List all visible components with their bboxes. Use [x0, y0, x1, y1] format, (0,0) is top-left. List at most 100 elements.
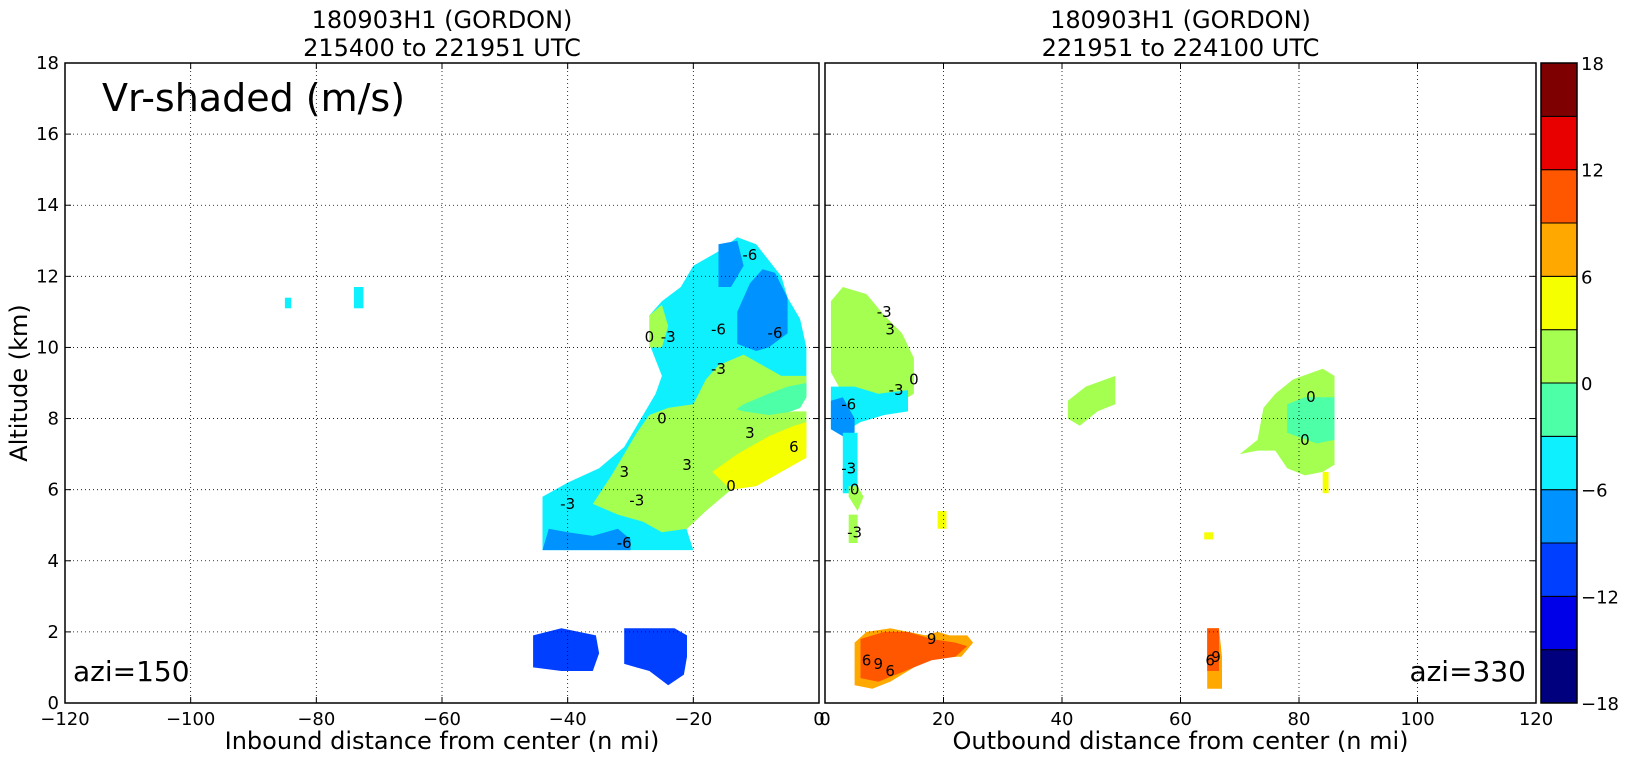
contour-label: 6 — [789, 438, 799, 456]
shaded-region — [718, 240, 744, 287]
contour-label: 0 — [657, 410, 667, 428]
contour-label: 6 — [1205, 651, 1215, 669]
x-tick-label: 120 — [1519, 709, 1553, 730]
colorbar-segment — [1540, 169, 1578, 224]
x-tick-label: 100 — [1400, 709, 1434, 730]
contour-label: 3 — [682, 456, 692, 474]
x-tick-label: 60 — [1169, 709, 1192, 730]
azimuth-annotation: azi=330 — [1409, 655, 1526, 688]
colorbar-segment — [1540, 329, 1578, 384]
x-tick-label: 0 — [819, 709, 830, 730]
contour-label: -6 — [742, 246, 757, 264]
shaded-region — [1239, 368, 1335, 476]
x-tick-label: −100 — [166, 709, 215, 730]
shaded-region — [830, 397, 855, 437]
y-tick-label: 12 — [36, 266, 59, 287]
shaded-region — [830, 287, 914, 405]
contour-label: 9 — [874, 655, 884, 673]
quantity-label: Vr-shaded (m/s) — [102, 76, 405, 120]
y-tick-label: 16 — [36, 124, 59, 145]
contour-label: -3 — [629, 491, 644, 509]
colorbar-segment — [1540, 435, 1578, 491]
y-tick-label: 2 — [48, 622, 59, 643]
y-axis-label: Altitude (km) — [5, 304, 33, 461]
x-tick-label: 20 — [932, 709, 955, 730]
contour-label: 9 — [1211, 648, 1221, 666]
contour-label: 0 — [850, 481, 860, 499]
colorbar-segment — [1540, 649, 1578, 704]
x-tick-label: −40 — [549, 709, 587, 730]
x-tick-label: −120 — [40, 709, 89, 730]
colorbar-segment — [1540, 62, 1578, 117]
contour-label: 3 — [619, 463, 629, 481]
x-axis-label: Inbound distance from center (n mi) — [225, 727, 660, 755]
chart-title: 215400 to 221951 UTC — [303, 34, 581, 62]
shaded-region — [1067, 375, 1116, 426]
contour-label: 3 — [745, 424, 755, 442]
colorbar-tick-label: 6 — [1581, 267, 1592, 288]
contour-label: 6 — [862, 651, 872, 669]
contour-label: -6 — [841, 395, 856, 413]
contour-label: -3 — [847, 523, 862, 541]
shaded-region — [1322, 471, 1329, 494]
colorbar-segment — [1540, 275, 1578, 331]
y-tick-label: 6 — [48, 480, 59, 501]
contour-label: -3 — [889, 381, 904, 399]
y-tick-label: 10 — [36, 337, 59, 358]
shaded-region — [712, 422, 807, 490]
contour-label: -3 — [711, 360, 726, 378]
contour-label: 0 — [1300, 431, 1310, 449]
shaded-region — [542, 528, 631, 551]
chart-title: 180903H1 (GORDON) — [312, 6, 573, 34]
shaded-region — [592, 404, 807, 533]
colorbar-tick-label: 0 — [1581, 374, 1592, 395]
colorbar-tick-label: 12 — [1581, 161, 1604, 182]
shaded-region — [937, 511, 947, 529]
shaded-region — [848, 514, 858, 543]
shaded-region — [860, 631, 968, 682]
x-tick-label: 80 — [1288, 709, 1311, 730]
panel-1: 0 -3 -6 -3 -6 -6 0 3 6 3 3 0 -3 -3 -6 −120 −100 −80 −60 −40… — [36, 6, 825, 755]
colorbar-tick-label: −6 — [1581, 481, 1608, 502]
contour-label: -3 — [661, 328, 676, 346]
colorbar-tick-label: −18 — [1581, 694, 1619, 715]
shaded-region — [737, 269, 788, 351]
x-tick-label: −60 — [423, 709, 461, 730]
shaded-region — [1204, 532, 1214, 540]
colorbar: 18 12 6 0 −6 −12 −18 — [1540, 54, 1619, 715]
contour-label: 3 — [885, 321, 895, 339]
contour-label: -3 — [841, 459, 856, 477]
contour-label: -3 — [877, 303, 892, 321]
shaded-region — [842, 432, 858, 494]
x-tick-label: 40 — [1051, 709, 1074, 730]
colorbar-segment — [1540, 382, 1578, 437]
chart-title: 180903H1 (GORDON) — [1050, 6, 1311, 34]
x-tick-label: −80 — [297, 709, 335, 730]
shaded-region — [649, 304, 669, 348]
shaded-region — [284, 297, 292, 309]
y-tick-label: 0 — [48, 693, 59, 714]
colorbar-tick-label: 18 — [1581, 54, 1604, 75]
y-tick-label: 8 — [48, 409, 59, 430]
shaded-region — [1207, 628, 1219, 671]
colorbar-segment — [1540, 115, 1578, 171]
contour-label: 9 — [927, 630, 937, 648]
colorbar-segment — [1540, 489, 1578, 544]
contour-label: -6 — [617, 534, 632, 552]
contour-label: 0 — [726, 477, 736, 495]
chart-title: 221951 to 224100 UTC — [1042, 34, 1320, 62]
colorbar-segment — [1540, 595, 1578, 651]
contour-label: -6 — [711, 321, 726, 339]
contour-label: -6 — [768, 324, 783, 342]
contour-label: -3 — [560, 495, 575, 513]
colorbar-segment — [1540, 542, 1578, 597]
x-tick-label: 0 — [813, 709, 824, 730]
y-tick-label: 4 — [48, 551, 59, 572]
x-axis-label: Outbound distance from center (n mi) — [953, 727, 1409, 755]
x-tick-label: −20 — [674, 709, 712, 730]
shaded-region — [848, 486, 864, 511]
shaded-region — [354, 287, 364, 309]
contour-label: 0 — [909, 370, 919, 388]
